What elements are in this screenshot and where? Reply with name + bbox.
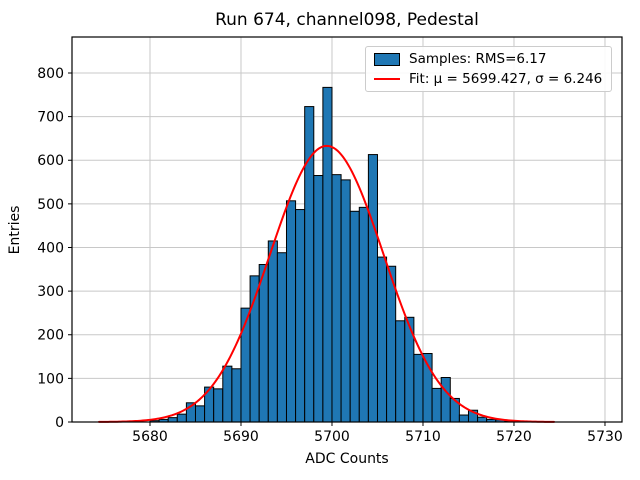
histogram-bar	[267, 240, 278, 423]
histogram-bar	[413, 353, 424, 423]
histogram-bar	[477, 416, 488, 423]
y-tick-label: 200	[37, 328, 64, 344]
y-tick-label: 700	[37, 110, 64, 126]
histogram-bar	[331, 174, 342, 423]
histogram-bar	[231, 368, 242, 423]
histogram-bar	[367, 154, 378, 423]
legend: Samples: RMS=6.17 Fit: μ = 5699.427, σ =…	[365, 46, 612, 92]
histogram-bar	[440, 377, 451, 423]
histogram-bar	[222, 365, 233, 423]
legend-samples-label: Samples: RMS=6.17	[409, 51, 547, 68]
histogram-bar	[386, 265, 397, 423]
gaussian-fit-curve	[98, 144, 556, 423]
y-tick-label: 300	[37, 284, 64, 300]
histogram-bar	[313, 175, 324, 423]
x-tick-label: 5700	[314, 429, 350, 445]
axis-ticks	[68, 72, 606, 426]
y-tick-label: 500	[37, 197, 64, 213]
fit-line-icon	[374, 77, 400, 80]
x-axis-label: ADC Counts	[305, 451, 389, 467]
histogram-bar	[458, 414, 469, 423]
y-tick-label: 400	[37, 240, 64, 256]
axes-frame	[71, 36, 623, 423]
y-axis-label: Entries	[7, 205, 23, 255]
y-tick-label: 600	[37, 153, 64, 169]
x-tick-label: 5680	[132, 429, 168, 445]
legend-row-fit: Fit: μ = 5699.427, σ = 6.246	[374, 70, 603, 88]
histogram-bar	[258, 264, 269, 423]
y-tick-label: 100	[37, 371, 64, 387]
histogram-bar	[285, 200, 297, 423]
histogram-bar	[395, 320, 406, 423]
histogram-bar	[349, 210, 360, 423]
histogram-bars	[149, 86, 515, 423]
x-tick-label: 5730	[587, 429, 623, 445]
samples-swatch-icon	[374, 52, 400, 66]
histogram-bar	[295, 209, 306, 423]
axis-tick-labels: 5680 5690 5700 5710 5720 5730 0 100 200 300 400 500…	[37, 66, 623, 445]
histogram-bar	[167, 417, 178, 423]
x-tick-label: 5720	[496, 429, 532, 445]
histogram-bar	[358, 206, 369, 423]
x-tick-label: 5690	[223, 429, 259, 445]
legend-fit-label: Fit: μ = 5699.427, σ = 6.246	[409, 70, 603, 87]
legend-row-samples: Samples: RMS=6.17	[374, 50, 603, 68]
y-tick-label: 800	[37, 66, 64, 82]
y-tick-label: 0	[55, 415, 64, 431]
histogram-bar	[376, 256, 388, 423]
fit-curve-path	[98, 144, 556, 423]
grid-lines	[72, 37, 622, 423]
histogram-bar	[213, 388, 224, 423]
histogram-bar	[176, 413, 187, 423]
chart-title: Run 674, channel098, Pedestal	[215, 10, 479, 30]
histogram-bar	[431, 387, 442, 423]
histogram-bar	[194, 405, 206, 423]
histogram-bar	[340, 179, 351, 423]
x-tick-label: 5710	[405, 429, 441, 445]
histogram-bar	[322, 86, 333, 423]
histogram-bar	[276, 252, 287, 423]
